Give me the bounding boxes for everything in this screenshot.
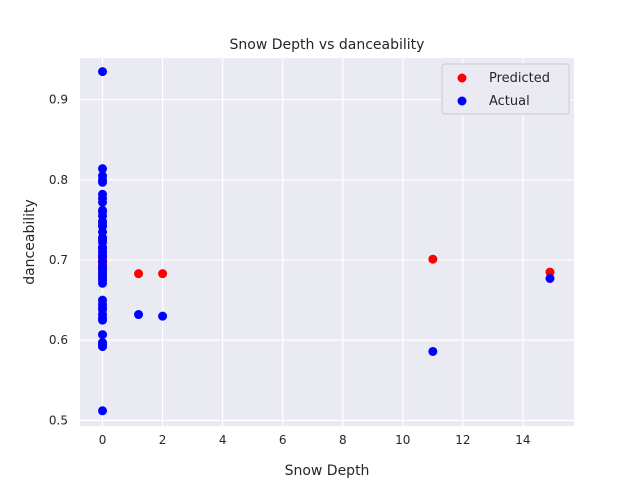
point-actual: [428, 346, 438, 356]
y-tick-label: 0.5: [49, 413, 68, 427]
point-actual: [134, 310, 144, 320]
x-tick-label: 10: [395, 433, 410, 447]
data-points: [98, 67, 555, 416]
x-tick-label: 4: [219, 433, 227, 447]
y-tick-label: 0.6: [49, 333, 68, 347]
point-actual: [98, 164, 108, 174]
series-actual: [98, 67, 555, 416]
point-actual: [98, 302, 108, 312]
y-tick-labels: 0.5 0.6 0.7 0.8 0.9: [49, 93, 68, 428]
point-actual: [98, 207, 108, 217]
x-tick-label: 14: [515, 433, 530, 447]
y-axis-label: danceability: [22, 199, 38, 285]
point-actual: [98, 197, 108, 207]
y-tick-label: 0.7: [49, 253, 68, 267]
point-actual: [545, 273, 555, 283]
point-actual: [98, 263, 108, 273]
grid-lines: [80, 58, 574, 426]
x-tick-labels: 0 2 4 6 8 10 12 14: [99, 433, 531, 447]
legend-label-actual: Actual: [489, 94, 530, 109]
point-actual: [98, 340, 108, 350]
x-tick-label: 2: [159, 433, 167, 447]
point-predicted: [134, 269, 144, 279]
x-tick-label: 12: [455, 433, 470, 447]
point-actual: [98, 67, 108, 77]
chart-title: Snow Depth vs danceability: [230, 37, 425, 53]
y-tick-label: 0.8: [49, 173, 68, 187]
point-actual: [98, 244, 108, 254]
x-tick-label: 6: [279, 433, 287, 447]
point-predicted: [545, 267, 555, 277]
point-actual: [98, 250, 108, 260]
point-actual: [98, 177, 108, 187]
point-actual: [98, 313, 108, 323]
legend-marker-actual: [457, 96, 467, 106]
point-actual: [98, 219, 108, 229]
point-predicted: [158, 269, 168, 279]
point-actual: [98, 270, 108, 280]
legend-label-predicted: Predicted: [489, 71, 550, 86]
point-predicted: [428, 254, 438, 264]
x-tick-label: 8: [339, 433, 347, 447]
point-actual: [98, 235, 108, 245]
x-tick-label: 0: [99, 433, 107, 447]
legend: Predicted Actual: [441, 63, 570, 115]
point-actual: [98, 330, 108, 340]
point-actual: [98, 406, 108, 416]
x-axis-label: Snow Depth: [285, 463, 370, 479]
point-actual: [158, 311, 168, 321]
legend-box: [441, 63, 570, 115]
legend-marker-predicted: [457, 73, 467, 83]
y-tick-label: 0.9: [49, 93, 68, 107]
point-actual: [98, 278, 108, 288]
